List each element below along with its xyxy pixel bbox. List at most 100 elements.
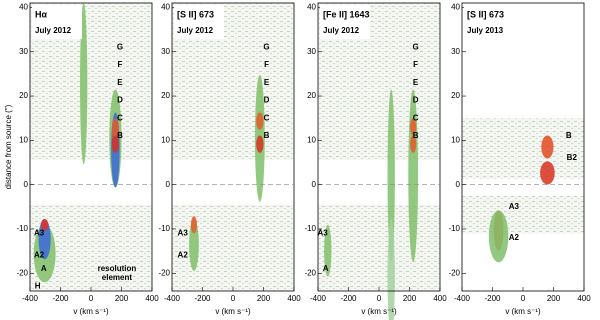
annotation: B	[413, 131, 419, 140]
annotation: element	[102, 273, 133, 282]
emission	[324, 224, 332, 277]
annotation: B	[566, 131, 572, 140]
annotation: B	[264, 131, 270, 140]
y-tick-label: 40	[19, 3, 28, 12]
annotation: A3	[34, 229, 45, 238]
x-tick-label: 400	[145, 294, 159, 303]
y-tick-label: 30	[19, 47, 28, 56]
annotation: C	[413, 113, 419, 122]
annotation: B2	[567, 153, 578, 162]
x-tick-label: 0	[231, 294, 236, 303]
annotation: C	[117, 113, 123, 122]
y-tick-label: 20	[307, 91, 316, 100]
emission	[189, 219, 199, 271]
mask-band	[462, 178, 584, 196]
emission	[387, 89, 395, 263]
annotation: G	[412, 42, 418, 51]
panel: -400 -200 0 200 400 -20 -10 0 10 20 30 40 v (km s⁻¹)…	[4, 3, 159, 317]
annotation: resolution	[98, 264, 137, 273]
y-tick-label: 0	[166, 180, 171, 189]
annotation: A3	[509, 202, 520, 211]
y-tick-label: -20	[16, 268, 28, 277]
emission	[111, 118, 120, 142]
annotation: A3	[317, 229, 328, 238]
x-tick-label: -400	[164, 294, 181, 303]
x-axis-label: v (km s⁻¹)	[215, 307, 251, 316]
y-tick-label: 30	[451, 47, 460, 56]
annotation: E	[264, 78, 270, 87]
panel-title: [S II] 673	[467, 9, 504, 19]
x-tick-label: 200	[257, 294, 271, 303]
y-tick-label: -10	[158, 224, 170, 233]
panel-subtitle: July 2012	[177, 26, 214, 35]
x-tick-label: 400	[577, 294, 591, 303]
title-box	[320, 5, 370, 39]
annotation: A2	[34, 251, 45, 260]
panel-title: [Fe II] 1643	[323, 9, 370, 19]
annotation: A	[41, 264, 47, 273]
y-tick-label: 10	[19, 135, 28, 144]
panel-subtitle: July 2012	[35, 26, 72, 35]
y-tick-label: -10	[16, 224, 28, 233]
title-box	[174, 5, 224, 39]
y-tick-label: 10	[451, 135, 460, 144]
emission	[40, 219, 49, 231]
emission	[38, 219, 51, 260]
x-tick-label: -200	[52, 294, 69, 303]
emission	[256, 112, 264, 130]
x-tick-label: 0	[521, 294, 526, 303]
annotation: G	[263, 42, 269, 51]
panel: -400 -200 0 200 400 -20 -10 0 10 20 30 40 v (km s⁻¹)…	[448, 3, 591, 317]
y-tick-label: 30	[161, 47, 170, 56]
x-tick-label: 400	[287, 294, 301, 303]
y-tick-label: 0	[312, 180, 317, 189]
emission	[488, 210, 509, 263]
y-tick-label: 20	[451, 91, 460, 100]
y-tick-label: -20	[304, 268, 316, 277]
annotation: D	[117, 96, 123, 105]
emission	[190, 216, 198, 234]
y-tick-label: 20	[19, 91, 28, 100]
x-tick-label: -200	[340, 294, 357, 303]
panel-bg	[318, 3, 440, 291]
y-tick-label: 0	[456, 180, 461, 189]
x-axis-label: v (km s⁻¹)	[505, 307, 541, 316]
title-box	[32, 5, 82, 39]
annotation: G	[117, 42, 123, 51]
annotation: E	[413, 78, 419, 87]
x-tick-label: -400	[310, 294, 327, 303]
annotation: B	[117, 131, 123, 140]
x-tick-label: -200	[194, 294, 211, 303]
y-tick-label: 10	[161, 135, 170, 144]
x-axis-label: v (km s⁻¹)	[361, 307, 397, 316]
y-tick-label: -10	[448, 224, 460, 233]
panel: -400 -200 0 200 400 -20 -10 0 10 20 30 40 v (km s⁻¹)…	[304, 3, 447, 320]
annotation: D	[413, 96, 419, 105]
panel: -400 -200 0 200 400 -20 -10 0 10 20 30 40 v (km s⁻¹)…	[158, 3, 301, 317]
emission	[408, 89, 419, 263]
annotation: C	[264, 113, 270, 122]
y-tick-label: 30	[307, 47, 316, 56]
annotation: E	[117, 78, 123, 87]
emission	[111, 135, 120, 153]
annotation: A2	[178, 251, 189, 260]
annotation: A	[323, 264, 329, 273]
x-tick-label: -400	[22, 294, 39, 303]
emission	[80, 3, 88, 165]
y-tick-label: 10	[307, 135, 316, 144]
y-tick-label: 40	[307, 3, 316, 12]
panel-subtitle: July 2013	[467, 26, 504, 35]
title-box	[464, 5, 514, 39]
y-tick-label: 40	[451, 3, 460, 12]
mask-band	[318, 159, 440, 205]
panel-bg	[462, 118, 584, 234]
x-tick-label: 200	[115, 294, 129, 303]
panel-title: [S II] 673	[177, 9, 214, 19]
y-tick-label: -20	[158, 268, 170, 277]
x-tick-label: 200	[547, 294, 561, 303]
annotation: F	[413, 60, 418, 69]
annotation: H	[35, 282, 41, 291]
mask-band	[30, 159, 152, 205]
emission	[256, 135, 264, 153]
x-tick-label: -400	[454, 294, 471, 303]
